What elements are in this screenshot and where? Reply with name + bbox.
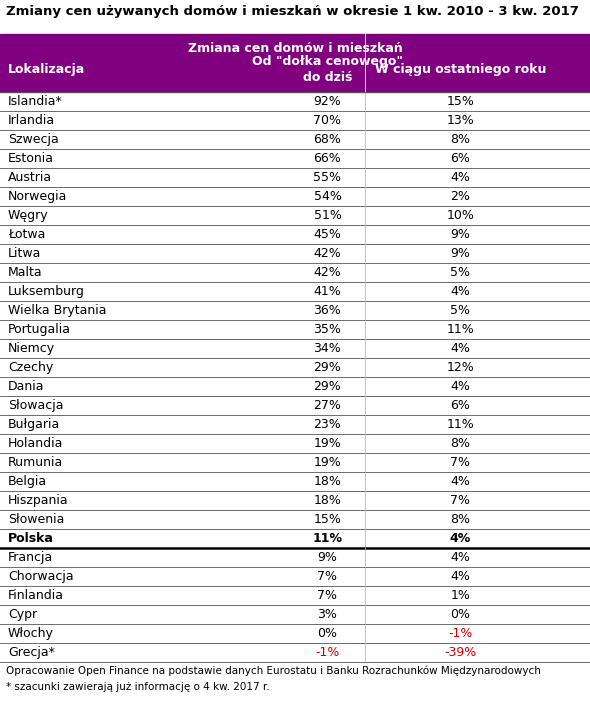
- Text: 54%: 54%: [313, 190, 342, 203]
- Text: -1%: -1%: [315, 646, 340, 659]
- Text: 2%: 2%: [450, 190, 470, 203]
- Text: 4%: 4%: [450, 342, 470, 355]
- Text: 68%: 68%: [313, 133, 342, 146]
- Text: Luksemburg: Luksemburg: [8, 285, 85, 298]
- Text: 41%: 41%: [313, 285, 342, 298]
- Text: 6%: 6%: [450, 399, 470, 412]
- Text: Estonia: Estonia: [8, 152, 54, 165]
- Text: 35%: 35%: [313, 323, 342, 336]
- Text: 4%: 4%: [450, 475, 470, 488]
- Text: Chorwacja: Chorwacja: [8, 570, 74, 583]
- Text: 34%: 34%: [313, 342, 342, 355]
- Text: 10%: 10%: [446, 209, 474, 222]
- Text: 23%: 23%: [313, 418, 342, 431]
- Text: 92%: 92%: [313, 95, 342, 108]
- Text: Słowenia: Słowenia: [8, 513, 64, 526]
- Text: 0%: 0%: [317, 627, 337, 640]
- Text: 11%: 11%: [446, 323, 474, 336]
- Text: -39%: -39%: [444, 646, 476, 659]
- Text: 15%: 15%: [313, 513, 342, 526]
- Text: 15%: 15%: [446, 95, 474, 108]
- Text: Opracowanie Open Finance na podstawie danych Eurostatu i Banku Rozrachunków Międ: Opracowanie Open Finance na podstawie da…: [6, 666, 541, 677]
- Text: 51%: 51%: [313, 209, 342, 222]
- Text: 4%: 4%: [450, 570, 470, 583]
- Text: Finlandia: Finlandia: [8, 589, 64, 602]
- Text: 0%: 0%: [450, 608, 470, 621]
- Text: Węgry: Węgry: [8, 209, 48, 222]
- Text: 6%: 6%: [450, 152, 470, 165]
- Text: 42%: 42%: [313, 247, 342, 260]
- Text: 42%: 42%: [313, 266, 342, 279]
- Text: Austria: Austria: [8, 171, 52, 184]
- Text: Łotwa: Łotwa: [8, 228, 45, 241]
- Text: Francja: Francja: [8, 551, 53, 564]
- Text: Belgia: Belgia: [8, 475, 47, 488]
- Text: Litwa: Litwa: [8, 247, 41, 260]
- Text: 9%: 9%: [450, 247, 470, 260]
- Text: 4%: 4%: [450, 551, 470, 564]
- Text: Bułgaria: Bułgaria: [8, 418, 60, 431]
- Text: Zmiana cen domów i mieszkań: Zmiana cen domów i mieszkań: [188, 42, 402, 55]
- Text: 5%: 5%: [450, 266, 470, 279]
- Text: 70%: 70%: [313, 114, 342, 127]
- Text: Szwecja: Szwecja: [8, 133, 59, 146]
- Text: Grecja*: Grecja*: [8, 646, 55, 659]
- Text: 29%: 29%: [313, 361, 342, 374]
- Text: Holandia: Holandia: [8, 437, 63, 450]
- Text: 5%: 5%: [450, 304, 470, 317]
- Text: 3%: 3%: [317, 608, 337, 621]
- Text: Od "dołka cenowego"
do dziś: Od "dołka cenowego" do dziś: [252, 55, 403, 84]
- Text: Portugalia: Portugalia: [8, 323, 71, 336]
- Text: Słowacja: Słowacja: [8, 399, 64, 412]
- Text: 11%: 11%: [446, 418, 474, 431]
- Text: Cypr: Cypr: [8, 608, 37, 621]
- Text: 4%: 4%: [450, 285, 470, 298]
- Text: 8%: 8%: [450, 437, 470, 450]
- Text: 1%: 1%: [450, 589, 470, 602]
- Text: 12%: 12%: [446, 361, 474, 374]
- Text: 18%: 18%: [313, 494, 342, 507]
- Text: 9%: 9%: [450, 228, 470, 241]
- Text: W ciągu ostatniego roku: W ciągu ostatniego roku: [375, 63, 546, 77]
- Text: Zmiany cen używanych domów i mieszkań w okresie 1 kw. 2010 - 3 kw. 2017: Zmiany cen używanych domów i mieszkań w …: [6, 5, 579, 18]
- Bar: [0, 34, 590, 92]
- Text: 19%: 19%: [313, 456, 342, 469]
- Text: Rumunia: Rumunia: [8, 456, 63, 469]
- Text: 18%: 18%: [313, 475, 342, 488]
- Text: Włochy: Włochy: [8, 627, 54, 640]
- Text: 9%: 9%: [317, 551, 337, 564]
- Text: 27%: 27%: [313, 399, 342, 412]
- Text: Czechy: Czechy: [8, 361, 53, 374]
- Text: 36%: 36%: [313, 304, 342, 317]
- Text: -1%: -1%: [448, 627, 473, 640]
- Text: Malta: Malta: [8, 266, 42, 279]
- Text: Niemcy: Niemcy: [8, 342, 55, 355]
- Text: Polska: Polska: [8, 532, 54, 545]
- Text: 19%: 19%: [313, 437, 342, 450]
- Text: 7%: 7%: [317, 589, 337, 602]
- Text: 55%: 55%: [313, 171, 342, 184]
- Text: 29%: 29%: [313, 380, 342, 393]
- Text: Irlandia: Irlandia: [8, 114, 55, 127]
- Text: 7%: 7%: [450, 494, 470, 507]
- Text: 7%: 7%: [450, 456, 470, 469]
- Text: Hiszpania: Hiszpania: [8, 494, 68, 507]
- Text: 66%: 66%: [313, 152, 342, 165]
- Text: 4%: 4%: [450, 171, 470, 184]
- Text: 45%: 45%: [313, 228, 342, 241]
- Text: 8%: 8%: [450, 133, 470, 146]
- Text: 13%: 13%: [446, 114, 474, 127]
- Text: Dania: Dania: [8, 380, 44, 393]
- Text: 11%: 11%: [313, 532, 342, 545]
- Text: Lokalizacja: Lokalizacja: [8, 63, 85, 77]
- Text: 4%: 4%: [450, 532, 471, 545]
- Text: * szacunki zawierają już informację o 4 kw. 2017 r.: * szacunki zawierają już informację o 4 …: [6, 682, 270, 692]
- Text: Norwegia: Norwegia: [8, 190, 67, 203]
- Text: Wielka Brytania: Wielka Brytania: [8, 304, 107, 317]
- Text: 4%: 4%: [450, 380, 470, 393]
- Text: 7%: 7%: [317, 570, 337, 583]
- Text: Islandia*: Islandia*: [8, 95, 63, 108]
- Text: 8%: 8%: [450, 513, 470, 526]
